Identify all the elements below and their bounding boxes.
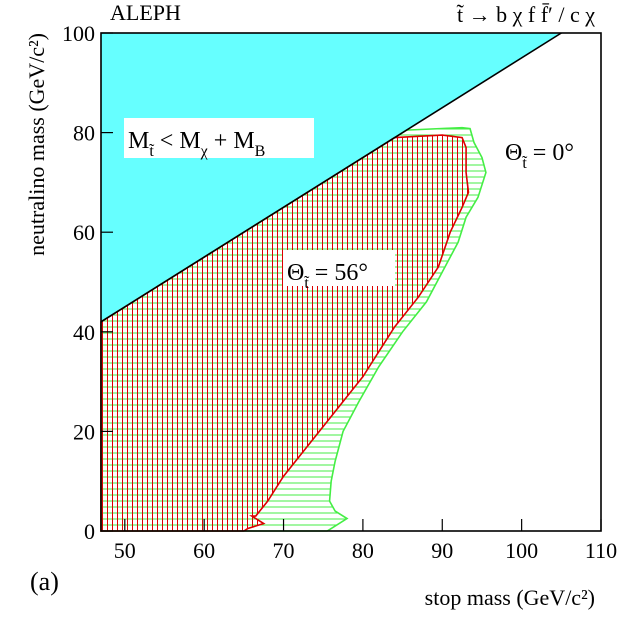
plot-frame bbox=[100, 32, 602, 532]
x-tick-label: 110 bbox=[585, 538, 617, 563]
x-tick-label: 80 bbox=[352, 538, 374, 563]
annotation-subscript: t̃ bbox=[522, 155, 528, 172]
y-axis-label: neutralino mass (GeV/c²) bbox=[24, 33, 49, 256]
panel-label: (a) bbox=[30, 567, 59, 596]
y-tick-label: 0 bbox=[84, 519, 95, 544]
annotation-box bbox=[283, 250, 395, 286]
annotation: Mt̃ < Mχ + MB bbox=[128, 128, 265, 160]
exclusion-contour bbox=[100, 134, 470, 532]
annotation-text: Θ bbox=[505, 140, 522, 166]
x-tick-label: 50 bbox=[114, 538, 136, 563]
annotation-text: + M bbox=[208, 128, 255, 154]
x-axis-label: stop mass (GeV/c²) bbox=[425, 585, 595, 610]
annotation-text: < M bbox=[154, 128, 201, 154]
chart-subtitle: t̃ → b χ f f̄′ / c χ bbox=[456, 2, 595, 27]
x-tick-label: 60 bbox=[193, 538, 215, 563]
y-tick-label: 20 bbox=[73, 419, 95, 444]
annotation-text: = 56° bbox=[309, 260, 368, 286]
chart-title: ALEPH bbox=[110, 0, 181, 25]
kinematic-limit bbox=[100, 32, 562, 323]
annotation-subscript: t̃ bbox=[149, 143, 155, 160]
annotation-subscript: t̃ bbox=[304, 275, 310, 292]
x-tick-label: 90 bbox=[431, 538, 453, 563]
y-tick-label: 40 bbox=[73, 320, 95, 345]
annotation-subscript: χ bbox=[200, 143, 209, 160]
annotation-subscript: B bbox=[255, 143, 266, 160]
x-tick-label: 70 bbox=[273, 538, 295, 563]
x-tick-label: 100 bbox=[505, 538, 538, 563]
y-tick-label: 60 bbox=[73, 220, 95, 245]
annotation-text: M bbox=[128, 128, 149, 154]
annotation-text: Θ bbox=[287, 260, 304, 286]
y-tick-label: 100 bbox=[62, 21, 95, 46]
annotation: Θt̃ = 56° bbox=[287, 260, 368, 292]
annotation-box bbox=[124, 118, 314, 158]
annotation: Θt̃ = 0° bbox=[505, 140, 574, 172]
annotation-text: = 0° bbox=[527, 140, 574, 166]
y-tick-label: 80 bbox=[73, 121, 95, 146]
